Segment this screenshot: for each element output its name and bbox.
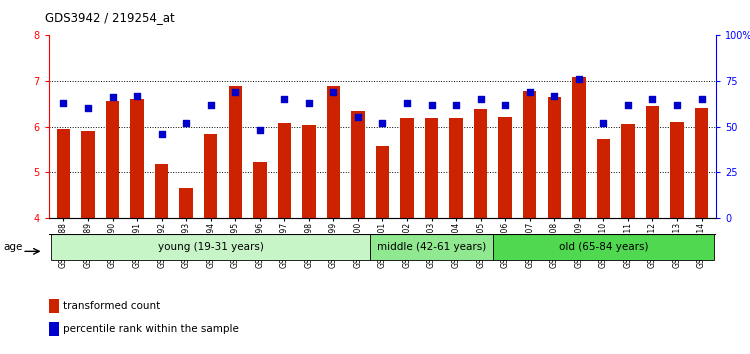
Point <box>303 100 315 106</box>
Text: transformed count: transformed count <box>63 301 160 311</box>
Bar <box>694 108 708 354</box>
Bar <box>376 146 389 354</box>
Point <box>230 89 242 95</box>
Text: young (19-31 years): young (19-31 years) <box>158 242 264 252</box>
Bar <box>370 234 493 260</box>
Bar <box>49 322 59 336</box>
Bar <box>49 299 59 313</box>
Bar <box>81 131 94 354</box>
Point <box>646 96 658 102</box>
Bar <box>424 118 438 354</box>
Bar <box>400 118 414 354</box>
Point <box>500 102 512 108</box>
Bar <box>548 97 561 354</box>
Point <box>205 102 217 108</box>
Bar <box>351 110 364 354</box>
Text: age: age <box>4 242 23 252</box>
Point <box>695 96 707 102</box>
Point <box>425 102 437 108</box>
Bar <box>596 139 610 354</box>
Text: old (65-84 years): old (65-84 years) <box>559 242 648 252</box>
Bar <box>499 116 512 354</box>
Point <box>450 102 462 108</box>
Point <box>180 120 192 126</box>
Bar <box>229 86 242 354</box>
Point <box>524 89 536 95</box>
Text: GDS3942 / 219254_at: GDS3942 / 219254_at <box>45 11 175 24</box>
Bar <box>646 106 659 354</box>
Point <box>401 100 413 106</box>
Bar <box>302 125 316 354</box>
Point <box>278 96 290 102</box>
Bar <box>493 234 714 260</box>
Bar <box>621 124 634 354</box>
Point <box>352 115 364 120</box>
Point <box>622 102 634 108</box>
Point <box>376 120 388 126</box>
Text: middle (42-61 years): middle (42-61 years) <box>377 242 486 252</box>
Point <box>548 93 560 98</box>
Bar <box>179 188 193 354</box>
Bar <box>57 129 70 354</box>
Point <box>573 76 585 82</box>
Bar <box>155 164 169 354</box>
Bar <box>572 77 586 354</box>
Bar <box>327 86 340 354</box>
Point <box>156 131 168 137</box>
Bar <box>204 134 218 354</box>
Point <box>475 96 487 102</box>
Point <box>58 100 70 106</box>
Bar <box>523 91 536 354</box>
Point <box>106 95 118 100</box>
Point <box>82 105 94 111</box>
Bar <box>670 122 684 354</box>
Bar <box>51 234 370 260</box>
Text: percentile rank within the sample: percentile rank within the sample <box>63 324 238 334</box>
Bar <box>449 118 463 354</box>
Bar <box>106 102 119 354</box>
Point <box>131 93 143 98</box>
Bar <box>278 123 291 354</box>
Point <box>328 89 340 95</box>
Bar <box>130 99 144 354</box>
Bar <box>474 109 488 354</box>
Point <box>597 120 609 126</box>
Point <box>671 102 683 108</box>
Bar <box>253 162 266 354</box>
Point <box>254 127 266 133</box>
